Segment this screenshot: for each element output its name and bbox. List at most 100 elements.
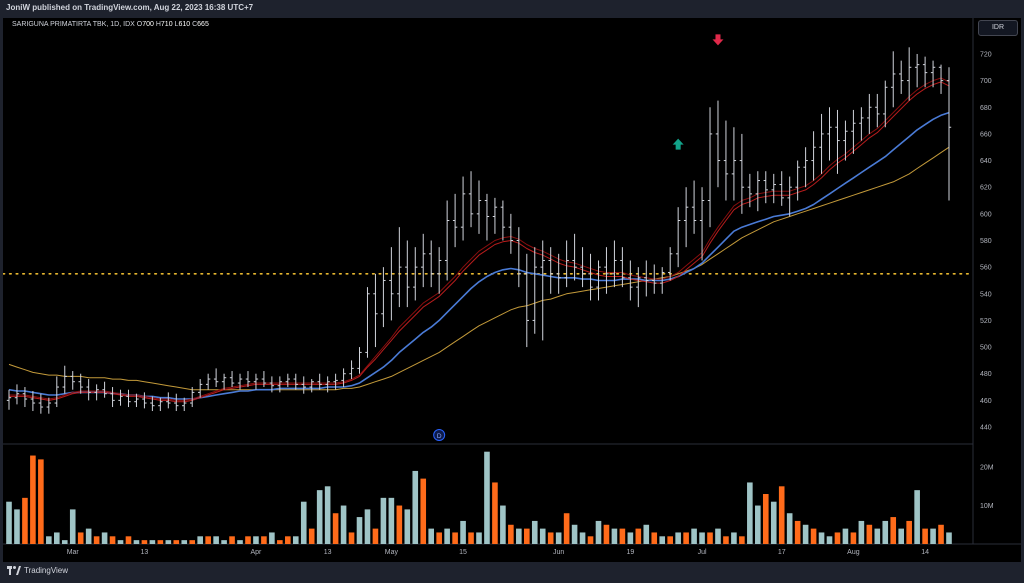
volume-bar bbox=[762, 494, 769, 544]
volume-bar bbox=[396, 505, 403, 544]
chart-background bbox=[3, 18, 1021, 562]
volume-bar bbox=[539, 528, 546, 544]
low-label: L bbox=[174, 21, 179, 28]
chart-canvas[interactable]: 440 460 480 500 520 540 560 580 600 620 640 660 680 7… bbox=[2, 18, 1021, 562]
top-bar: JoniW published on TradingView.com, Aug … bbox=[0, 0, 1024, 18]
volume-bar bbox=[723, 536, 729, 544]
tradingview-brand: TradingView bbox=[24, 566, 69, 575]
volume-bar bbox=[69, 509, 76, 544]
time-tick-label: Apr bbox=[250, 549, 262, 556]
tradingview-logo[interactable]: TradingView bbox=[7, 566, 68, 575]
volume-bar bbox=[181, 540, 188, 544]
volume-tick-label: 20M bbox=[980, 465, 994, 472]
volume-bar bbox=[739, 536, 745, 544]
volume-bar bbox=[412, 470, 419, 544]
dividend-icon[interactable] bbox=[433, 429, 446, 441]
volume-bar bbox=[946, 532, 952, 544]
volume-bar bbox=[189, 540, 196, 544]
symbol-legend: SARIGUNA PRIMATIRTA TBK, 1D, IDX O700 H7… bbox=[12, 21, 209, 28]
ema-blue-line bbox=[8, 111, 950, 400]
volume-bar bbox=[611, 528, 618, 544]
volume-bar bbox=[906, 520, 912, 544]
volume-bar bbox=[818, 532, 825, 544]
volume-bar bbox=[922, 528, 928, 544]
volume-bar bbox=[133, 540, 140, 544]
volume-bar bbox=[245, 536, 251, 544]
volume-bar bbox=[476, 532, 482, 544]
volume-bar bbox=[938, 524, 944, 544]
arrow-down-icon bbox=[712, 34, 724, 46]
volume-bar bbox=[14, 509, 20, 544]
volume-bar bbox=[603, 524, 610, 544]
volume-bar bbox=[308, 528, 315, 544]
volume-bar bbox=[157, 540, 164, 544]
volume-bar bbox=[898, 528, 905, 544]
volume-bar bbox=[778, 486, 785, 544]
volume-bar bbox=[332, 513, 339, 544]
volume-bar bbox=[492, 482, 498, 544]
volume-bar bbox=[500, 505, 506, 544]
price-tick-label: 500 bbox=[980, 345, 992, 352]
volume-bar bbox=[866, 524, 873, 544]
volume-bar bbox=[404, 509, 411, 544]
volume-bar bbox=[460, 520, 466, 544]
volume-bar bbox=[651, 532, 658, 544]
ema-red-line bbox=[9, 81, 950, 403]
ema-gold-line bbox=[8, 146, 950, 391]
volume-bar bbox=[324, 486, 331, 544]
volume-bar bbox=[38, 459, 44, 544]
volume-bar bbox=[229, 536, 235, 544]
volume-bar bbox=[627, 532, 634, 544]
volume-bar bbox=[253, 536, 259, 544]
volume-bar bbox=[683, 532, 689, 544]
volume-bar bbox=[810, 528, 817, 544]
volume-bar bbox=[221, 540, 227, 544]
time-tick-label: Aug bbox=[847, 549, 860, 556]
volume-bar bbox=[755, 505, 761, 544]
volume-bar bbox=[149, 540, 156, 544]
symbol-name: SARIGUNA PRIMATIRTA TBK, 1D, IDX bbox=[12, 21, 135, 28]
volume-bar bbox=[579, 532, 586, 544]
volume-bar bbox=[356, 517, 363, 544]
volume-bar bbox=[261, 536, 267, 544]
volume-bar bbox=[452, 532, 458, 544]
price-tick-label: 440 bbox=[980, 425, 992, 432]
volume-bar bbox=[850, 532, 857, 544]
volume-bar bbox=[420, 478, 427, 544]
volume-bar bbox=[109, 536, 116, 544]
volume-bar bbox=[46, 536, 52, 544]
chart-frame[interactable]: 440 460 480 500 520 540 560 580 600 620 640 660 680 7… bbox=[2, 18, 1021, 562]
currency-button[interactable]: IDR bbox=[978, 20, 1018, 36]
arrow-up-icon bbox=[672, 138, 684, 150]
volume-bar bbox=[340, 505, 347, 544]
volume-bar bbox=[802, 524, 809, 544]
volume-bar bbox=[85, 528, 92, 544]
volume-bar bbox=[667, 536, 673, 544]
volume-bar bbox=[770, 501, 777, 544]
price-tick-label: 640 bbox=[980, 158, 992, 165]
volume-bar bbox=[285, 536, 291, 544]
close-label: C bbox=[192, 21, 198, 28]
time-tick-label: Jul bbox=[698, 549, 707, 556]
volume-bar bbox=[571, 524, 578, 544]
volume-bar bbox=[428, 528, 435, 544]
volume-bar bbox=[61, 540, 68, 544]
volume-bar bbox=[643, 524, 650, 544]
tradingview-logo-icon bbox=[7, 566, 21, 575]
volume-bar bbox=[6, 501, 12, 544]
volume-bar bbox=[747, 482, 753, 544]
volume-bar bbox=[635, 528, 642, 544]
volume-tick-label: 10M bbox=[980, 503, 994, 510]
volume-bar bbox=[141, 540, 148, 544]
volume-bar bbox=[213, 536, 219, 544]
volume-bar bbox=[523, 528, 530, 544]
volume-bar bbox=[882, 520, 889, 544]
volume-bar bbox=[858, 520, 865, 544]
volume-bar bbox=[930, 528, 936, 544]
volume-bar bbox=[699, 532, 705, 544]
time-tick-label: May bbox=[385, 549, 399, 556]
volume-bar bbox=[269, 532, 275, 544]
bottom-bar bbox=[0, 562, 1024, 583]
time-tick-label: Jun bbox=[553, 549, 564, 556]
price-tick-label: 580 bbox=[980, 238, 992, 245]
